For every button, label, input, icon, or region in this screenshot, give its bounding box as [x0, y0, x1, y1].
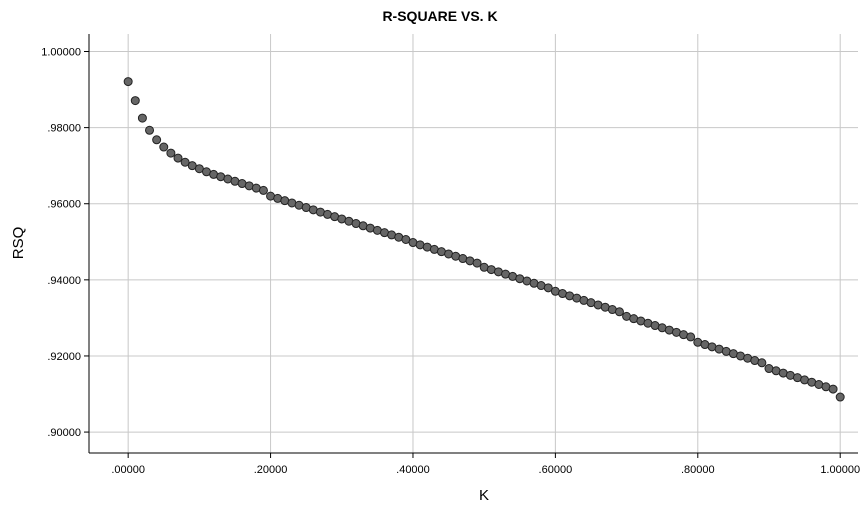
x-tick-label: 1.00000	[820, 464, 860, 476]
y-tick-label: .90000	[47, 427, 81, 439]
data-point	[472, 258, 482, 268]
chart-title: R-SQUARE VS. K	[382, 8, 497, 24]
y-tick-label: .98000	[47, 123, 81, 135]
data-point	[828, 384, 838, 394]
data-point	[835, 392, 845, 402]
x-tick-label: .80000	[681, 464, 715, 476]
data-point	[152, 135, 162, 145]
data-point	[159, 142, 169, 152]
x-tick-label: .40000	[396, 464, 430, 476]
plot-background	[89, 34, 858, 453]
plot-area: .00000 .20000 .40000 .60000 .80000 1.00000 .90…	[41, 34, 860, 476]
data-point	[543, 283, 553, 293]
data-point	[173, 153, 183, 163]
data-point	[757, 358, 767, 368]
data-point	[130, 96, 140, 106]
y-tick-label: .96000	[47, 199, 81, 211]
data-point	[166, 148, 176, 158]
y-tick-label: .92000	[47, 351, 81, 363]
data-point	[258, 185, 268, 195]
y-axis-title: RSQ	[10, 227, 27, 260]
data-point	[145, 125, 155, 135]
y-tick-label: 1.00000	[41, 47, 81, 59]
data-point	[686, 332, 696, 342]
data-point	[137, 113, 147, 123]
x-axis-title: K	[479, 487, 489, 504]
data-point	[614, 307, 624, 317]
x-tick-label: .00000	[111, 464, 145, 476]
data-point	[123, 77, 133, 87]
y-tick-label: .94000	[47, 275, 81, 287]
data-point	[180, 157, 190, 167]
x-tick-label: .20000	[254, 464, 288, 476]
x-tick-label: .60000	[539, 464, 573, 476]
